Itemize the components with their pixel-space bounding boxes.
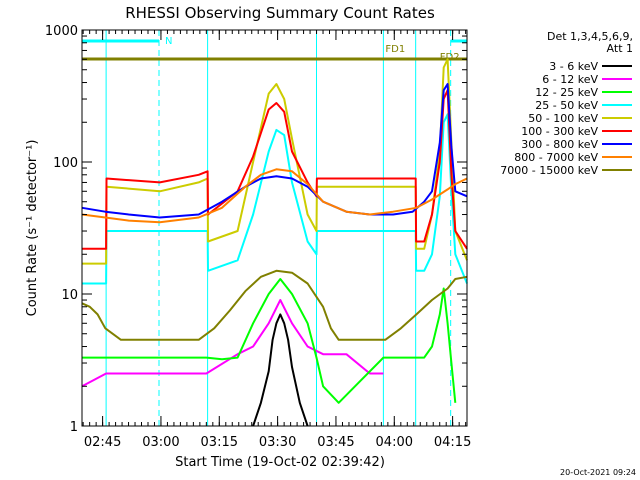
- chart-title: RHESSI Observing Summary Count Rates: [125, 4, 435, 22]
- series-line-7: [81, 168, 468, 224]
- fd1-label: FD1: [385, 44, 405, 55]
- y-tick-label: 1: [70, 420, 78, 435]
- legend-label: 800 - 7000 keV: [514, 151, 598, 164]
- x-axis-label: Start Time (19-Oct-02 02:39:42): [175, 455, 385, 470]
- legend-label: 50 - 100 keV: [528, 112, 598, 125]
- x-tick-label: 03:00: [142, 435, 179, 450]
- timestamp-label: 20-Oct-2021 09:24: [560, 468, 636, 477]
- x-tick-label: 04:15: [434, 435, 471, 450]
- plot-frame: [81, 29, 468, 427]
- x-tick-label: 03:15: [201, 435, 238, 450]
- legend-label: 7000 - 15000 keV: [500, 164, 598, 177]
- y-tick-label: 100: [53, 156, 78, 171]
- legend-label: 300 - 800 keV: [521, 138, 598, 151]
- y-tick-label: 1000: [45, 24, 78, 39]
- legend-header-line-1: Det 1,3,4,5,6,9,: [547, 30, 633, 43]
- x-tick-label: 03:30: [259, 435, 296, 450]
- legend-header-line-2: Att 1: [607, 42, 633, 55]
- y-tick-label: 10: [61, 288, 78, 303]
- legend-label: 3 - 6 keV: [549, 60, 598, 73]
- legend-label: 25 - 50 keV: [535, 99, 598, 112]
- series-line-3: [82, 113, 468, 285]
- series-line-2: [82, 278, 457, 404]
- fd2-label: FD2: [440, 52, 460, 63]
- legend-label: 12 - 25 keV: [535, 86, 598, 99]
- x-tick-label: 03:45: [317, 435, 354, 450]
- x-tick-label: 04:00: [376, 435, 413, 450]
- series-line-0: [252, 313, 309, 427]
- y-axis-label: Count Rate (s⁻¹ detector⁻¹): [25, 140, 40, 317]
- night-label: N: [165, 36, 172, 47]
- series-line-8: [81, 269, 468, 341]
- series-line-1: [81, 299, 384, 388]
- legend-label: 100 - 300 keV: [521, 125, 598, 138]
- x-tick-label: 02:45: [84, 435, 121, 450]
- legend-label: 6 - 12 keV: [542, 73, 598, 86]
